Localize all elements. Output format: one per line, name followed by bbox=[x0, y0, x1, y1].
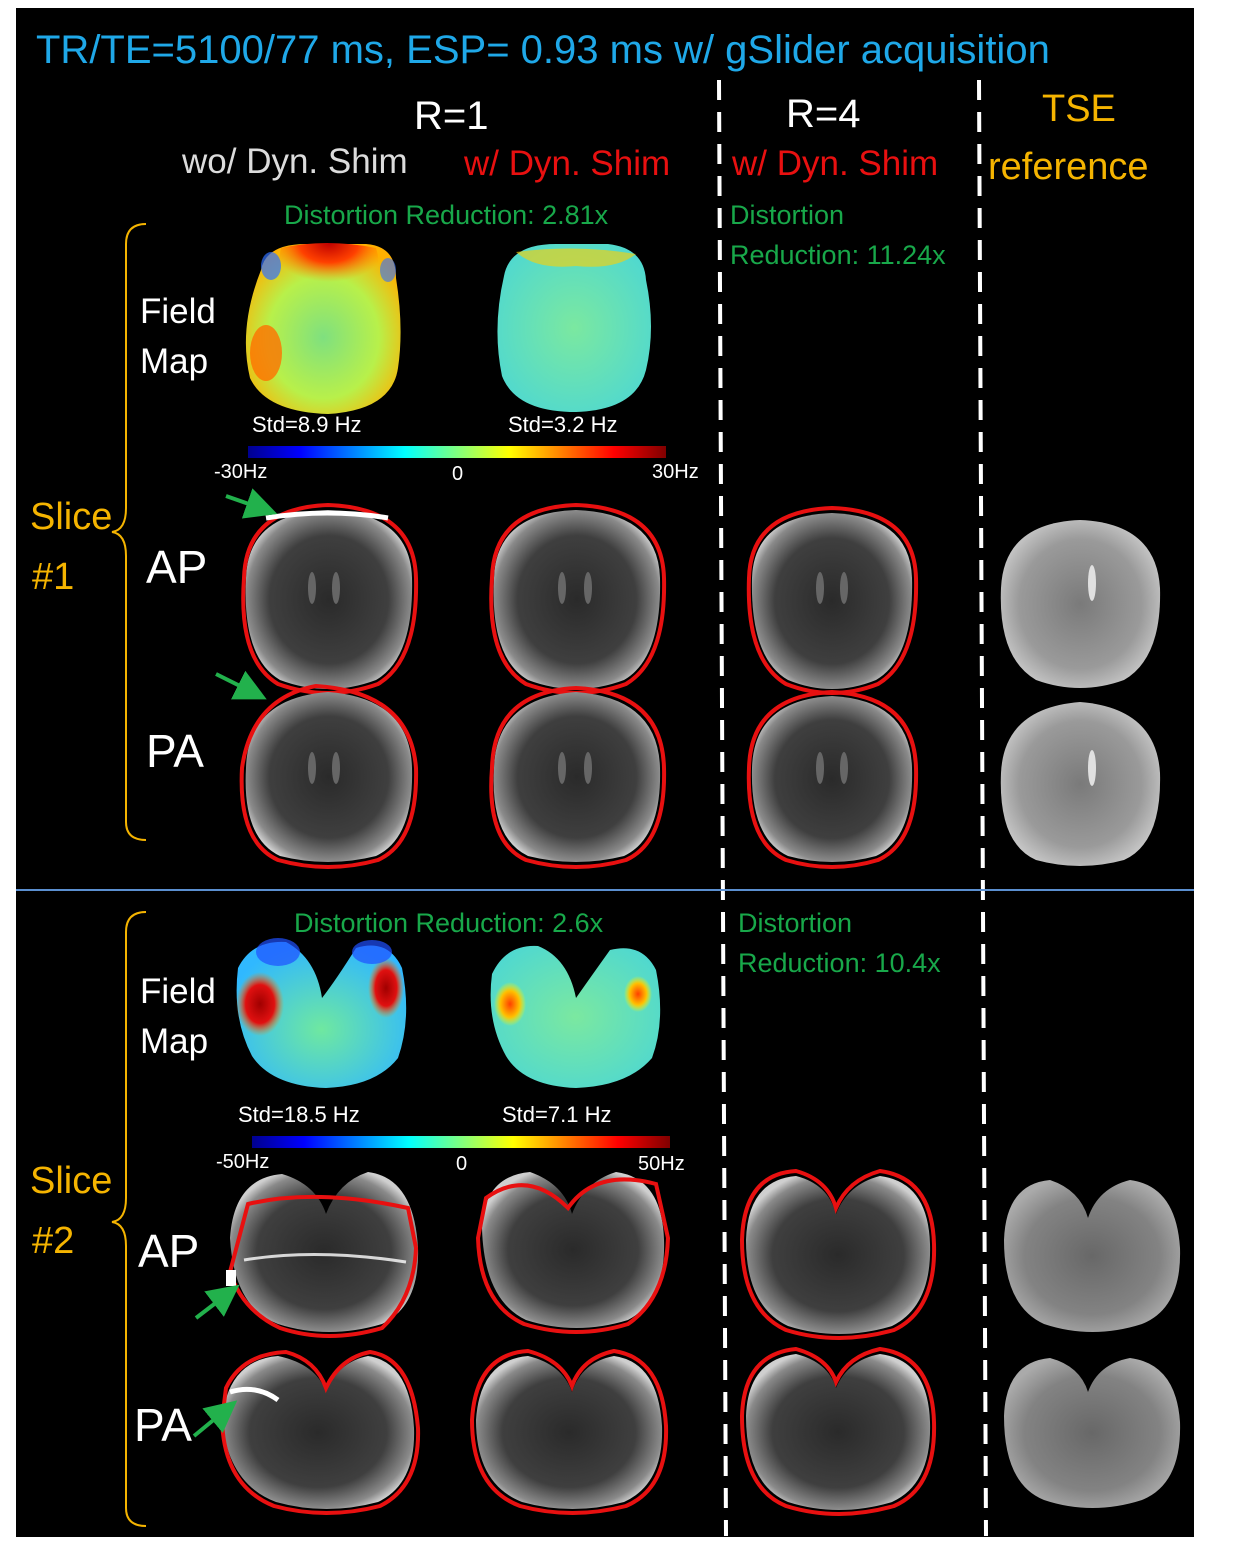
slice1-row-pa: PA bbox=[146, 725, 204, 777]
slice2-distortion-r4-line1: Distortion bbox=[738, 908, 853, 938]
slice1-distortion-r4-line1: Distortion bbox=[730, 200, 845, 230]
slice2-pa-r1-without bbox=[219, 1349, 421, 1515]
slice2-label-line2: #2 bbox=[32, 1220, 75, 1262]
slice2-ap-r1-with bbox=[475, 1172, 671, 1334]
slice1-colorbar-min: -30Hz bbox=[214, 461, 268, 483]
slice1-colorbar-max: 30Hz bbox=[652, 461, 699, 483]
slice2-fieldmap-with bbox=[490, 945, 661, 1088]
arrow-icon bbox=[192, 1400, 238, 1438]
slice2-colorbar-mid: 0 bbox=[456, 1153, 468, 1175]
slice2-fieldmap-label-line2: Map bbox=[140, 1022, 209, 1061]
slice2-std-with: Std=7.1 Hz bbox=[502, 1102, 612, 1127]
slice2-ap-tse bbox=[1004, 1180, 1181, 1332]
slice1-std-without: Std=8.9 Hz bbox=[252, 412, 362, 437]
slice2-fieldmap-label-line1: Field bbox=[140, 972, 216, 1011]
slice1-colorbar bbox=[248, 446, 666, 458]
slice2-row-pa: PA bbox=[134, 1399, 192, 1451]
slice1-fieldmap-label-line2: Map bbox=[140, 342, 209, 381]
column-r4: R=4 bbox=[786, 92, 861, 136]
slice1-ap-r1-with bbox=[489, 502, 667, 695]
slice1-fieldmap-label-line1: Field bbox=[140, 292, 216, 331]
divider-r4-tse bbox=[977, 79, 988, 1537]
column-tse-line2: reference bbox=[988, 146, 1149, 188]
slice2-colorbar-min: -50Hz bbox=[216, 1151, 270, 1173]
slice1-pa-r4-with bbox=[746, 689, 919, 869]
slice2-distortion-r4-line2: Reduction: 10.4x bbox=[738, 948, 941, 978]
slice2-distortion-r1: Distortion Reduction: 2.6x bbox=[294, 908, 604, 938]
slice2-label-line1: Slice bbox=[30, 1160, 113, 1202]
slice1-ap-r4-with bbox=[746, 505, 919, 695]
slice2-pa-r1-with bbox=[469, 1348, 669, 1515]
slice1-ap-tse bbox=[1000, 520, 1161, 688]
slice2-fieldmap-without bbox=[236, 938, 407, 1088]
divider-r1-r4 bbox=[717, 79, 728, 1537]
arrow-icon bbox=[225, 488, 278, 519]
slice1-fieldmap-without bbox=[245, 243, 401, 414]
arrow-icon bbox=[194, 1284, 240, 1320]
slice1-pa-r1-without bbox=[239, 683, 419, 869]
slice1-fieldmap-with bbox=[497, 244, 651, 412]
figure: TR/TE=5100/77 ms, ESP= 0.93 ms w/ gSlide… bbox=[16, 8, 1194, 1537]
slice1-row-ap: AP bbox=[146, 541, 208, 593]
figure-title: TR/TE=5100/77 ms, ESP= 0.93 ms w/ gSlide… bbox=[36, 28, 1050, 72]
column-tse-line1: TSE bbox=[1042, 88, 1116, 130]
slice2-bracket bbox=[111, 911, 147, 1527]
column-r1-without-shim: wo/ Dyn. Shim bbox=[182, 142, 408, 181]
slice2-colorbar bbox=[252, 1136, 670, 1148]
slice2-std-without: Std=18.5 Hz bbox=[238, 1102, 360, 1127]
slice2-ap-r4-with bbox=[739, 1168, 937, 1340]
slice1-std-with: Std=3.2 Hz bbox=[508, 412, 618, 437]
column-r1-with-shim: w/ Dyn. Shim bbox=[464, 144, 671, 183]
slice1-bracket bbox=[111, 223, 147, 841]
column-r1: R=1 bbox=[414, 94, 489, 138]
slice1-label-line1: Slice bbox=[30, 496, 113, 538]
slice1-ap-r1-without bbox=[241, 502, 419, 695]
slice2-ap-r1-without bbox=[226, 1172, 419, 1338]
slice2-colorbar-max: 50Hz bbox=[638, 1153, 685, 1175]
column-r4-with-shim: w/ Dyn. Shim bbox=[732, 144, 939, 183]
slice1-distortion-r1: Distortion Reduction: 2.81x bbox=[284, 200, 609, 230]
slice1-pa-r1-with bbox=[489, 685, 667, 869]
arrow-icon bbox=[215, 670, 267, 700]
slice2-pa-tse bbox=[1004, 1358, 1181, 1508]
figure-artwork bbox=[16, 79, 1194, 1537]
slice1-label-line2: #1 bbox=[32, 556, 75, 598]
slice1-distortion-r4-line2: Reduction: 11.24x bbox=[730, 240, 946, 270]
slice2-row-ap: AP bbox=[138, 1225, 200, 1277]
slice2-pa-r4-with bbox=[739, 1346, 937, 1516]
slice1-pa-tse bbox=[1000, 702, 1161, 866]
slice1-colorbar-mid: 0 bbox=[452, 463, 464, 485]
